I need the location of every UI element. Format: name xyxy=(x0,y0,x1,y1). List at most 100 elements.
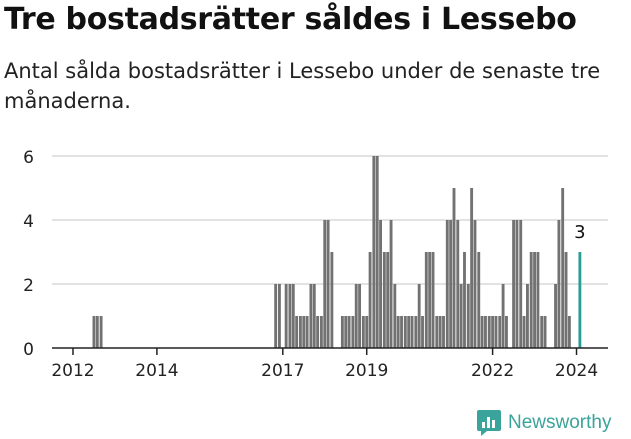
brand-name: Newsworthy xyxy=(508,412,612,433)
bar xyxy=(323,220,327,348)
newsworthy-logo-icon xyxy=(477,410,501,436)
bar xyxy=(501,284,505,348)
bar xyxy=(525,284,529,348)
bar xyxy=(400,316,403,348)
bar xyxy=(278,284,281,348)
bar xyxy=(330,252,334,348)
bar xyxy=(428,252,432,348)
bar xyxy=(438,316,442,348)
bar xyxy=(382,252,386,348)
bar-highlight xyxy=(578,252,582,348)
y-tick-label: 4 xyxy=(23,212,34,232)
bar xyxy=(449,220,453,348)
bar xyxy=(288,284,292,348)
bar xyxy=(477,252,481,348)
bar xyxy=(368,252,372,348)
bar xyxy=(442,316,445,348)
bar xyxy=(463,252,466,348)
x-axis-ticks: 2012 2014 2017 2019 2022 2024 xyxy=(51,348,598,381)
bar xyxy=(487,316,491,348)
x-tick-label: 2017 xyxy=(261,361,304,381)
bar xyxy=(92,316,96,348)
bar xyxy=(561,188,565,348)
bar xyxy=(459,284,463,348)
annotations: 3 xyxy=(574,222,585,243)
bar xyxy=(480,316,484,348)
bar xyxy=(284,284,288,348)
bar xyxy=(347,316,351,348)
x-tick-label: 2022 xyxy=(471,361,514,381)
bar xyxy=(361,316,365,348)
bar xyxy=(567,316,571,348)
bar xyxy=(274,284,278,348)
bar xyxy=(424,252,428,348)
y-tick-label: 6 xyxy=(23,148,34,168)
bar xyxy=(491,316,495,348)
bar xyxy=(512,220,516,348)
bar xyxy=(393,284,397,348)
bar xyxy=(484,316,487,348)
bar xyxy=(435,316,439,348)
bar xyxy=(407,316,411,348)
bar xyxy=(351,316,355,348)
bar xyxy=(319,316,323,348)
bar xyxy=(445,220,449,348)
bar xyxy=(354,284,358,348)
bar xyxy=(95,316,99,348)
bar xyxy=(326,220,330,348)
bar xyxy=(316,316,320,348)
chart-title: Tre bostadsrätter såldes i Lessebo xyxy=(4,2,577,37)
bar xyxy=(543,316,547,348)
bar xyxy=(498,316,502,348)
y-tick-label: 0 xyxy=(23,340,34,360)
bar xyxy=(557,220,561,348)
newsworthy-brand[interactable]: Newsworthy xyxy=(476,408,611,438)
bar xyxy=(312,284,316,348)
bar xyxy=(291,284,295,348)
bar xyxy=(372,156,376,348)
bar xyxy=(431,252,435,348)
bar xyxy=(564,252,568,348)
bar xyxy=(554,284,557,348)
bar xyxy=(410,316,414,348)
x-tick-label: 2012 xyxy=(51,361,94,381)
bar xyxy=(473,220,477,348)
bar xyxy=(344,316,348,348)
bar xyxy=(519,220,523,348)
bar xyxy=(421,316,424,348)
bar xyxy=(417,284,421,348)
bar xyxy=(302,316,306,348)
bar xyxy=(505,316,508,348)
bar xyxy=(358,284,362,348)
bar xyxy=(375,156,379,348)
bar xyxy=(386,252,390,348)
chart-subtitle: Antal sålda bostadsrätter i Lessebo unde… xyxy=(4,59,601,113)
bar xyxy=(379,220,382,348)
x-tick-label: 2019 xyxy=(345,361,388,381)
bar xyxy=(414,316,418,348)
bar xyxy=(340,316,344,348)
bar xyxy=(396,316,400,348)
bar xyxy=(298,316,302,348)
bar xyxy=(466,284,470,348)
value-label: 3 xyxy=(574,222,585,243)
bar xyxy=(456,220,460,348)
x-tick-label: 2024 xyxy=(555,361,598,381)
x-tick-label: 2014 xyxy=(135,361,178,381)
bar xyxy=(99,316,103,348)
bar xyxy=(389,220,393,348)
bar xyxy=(522,316,526,348)
bar xyxy=(365,316,369,348)
bar xyxy=(540,316,544,348)
bar xyxy=(452,188,456,348)
bar xyxy=(309,284,313,348)
bars xyxy=(92,156,582,348)
bar xyxy=(536,252,540,348)
bar xyxy=(529,252,533,348)
bar xyxy=(403,316,407,348)
bar xyxy=(515,220,519,348)
bar xyxy=(533,252,536,348)
y-axis-ticks: 0 2 4 6 xyxy=(23,148,34,360)
gridlines xyxy=(52,155,608,285)
